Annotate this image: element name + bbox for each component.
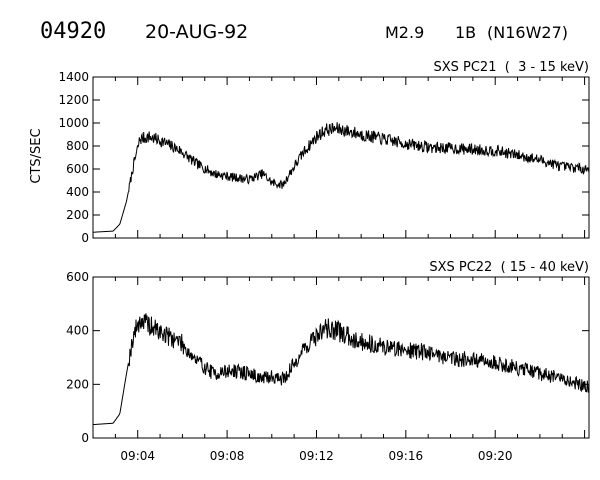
x-tick-label: 09:16 xyxy=(389,449,424,463)
x-tick-label: 09:20 xyxy=(478,449,513,463)
flare-class: M2.9 xyxy=(385,23,424,42)
panel-pc22: SXS PC22 ( 15 - 40 keV) 0 200 400 600 09:04… xyxy=(66,260,590,463)
y-tick-label: 1200 xyxy=(58,93,89,107)
y-tick-label: 1000 xyxy=(58,116,89,130)
panel-pc22-title: SXS PC22 ( 15 - 40 keV) xyxy=(429,260,589,275)
x-tick-label: 09:04 xyxy=(120,449,155,463)
y-tick-label: 600 xyxy=(66,270,89,284)
pc22-trace xyxy=(92,313,590,426)
y-tick-label: 600 xyxy=(66,162,89,176)
y-tick-label: 400 xyxy=(66,324,89,338)
optical-class: 1B xyxy=(455,23,476,42)
event-date: 20-AUG-92 xyxy=(145,21,248,43)
panel-pc21: SXS PC21 ( 3 - 15 keV) CTS/SEC 0 200 400 60… xyxy=(29,60,590,245)
pc21-trace xyxy=(92,122,590,233)
event-id: 04920 xyxy=(40,19,106,44)
y-tick-label: 0 xyxy=(81,231,89,245)
y-axis-label: CTS/SEC xyxy=(29,128,44,183)
panel-pc22-frame xyxy=(92,276,590,439)
y-tick-label: 1400 xyxy=(58,70,89,84)
flare-location: (N16W27) xyxy=(487,23,568,42)
y-tick-label: 400 xyxy=(66,185,89,199)
panel-pc21-frame xyxy=(92,76,590,239)
y-tick-label: 0 xyxy=(81,431,89,445)
y-tick-label: 800 xyxy=(66,139,89,153)
y-tick-label: 200 xyxy=(66,377,89,391)
panel-pc21-title: SXS PC21 ( 3 - 15 keV) xyxy=(433,60,589,75)
x-tick-label: 09:12 xyxy=(299,449,334,463)
x-tick-label: 09:08 xyxy=(210,449,245,463)
y-tick-label: 200 xyxy=(66,208,89,222)
